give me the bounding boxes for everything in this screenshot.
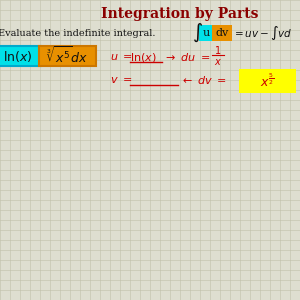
Text: u: u	[202, 28, 210, 38]
Text: $\rightarrow\ du\ =$: $\rightarrow\ du\ =$	[163, 51, 210, 63]
Text: $\leftarrow\ dv\ =$: $\leftarrow\ dv\ =$	[180, 74, 227, 86]
Text: $v\ =\ $: $v\ =\ $	[110, 75, 133, 85]
Text: $\sqrt[3]{x^5}dx$: $\sqrt[3]{x^5}dx$	[46, 45, 88, 67]
Text: Evaluate the indefinite integral.: Evaluate the indefinite integral.	[0, 28, 155, 38]
Text: $\ln(x)$: $\ln(x)$	[130, 50, 157, 64]
Text: Integration by Parts: Integration by Parts	[101, 7, 259, 21]
Text: dv: dv	[215, 28, 229, 38]
FancyBboxPatch shape	[39, 46, 96, 66]
Text: $= uv - \int vd$: $= uv - \int vd$	[232, 24, 292, 42]
FancyBboxPatch shape	[199, 25, 214, 41]
FancyBboxPatch shape	[212, 25, 232, 41]
Text: $\int$: $\int$	[192, 22, 203, 44]
Text: $1$: $1$	[214, 44, 222, 56]
FancyBboxPatch shape	[0, 46, 41, 66]
Text: $x^{\frac{5}{2}}$: $x^{\frac{5}{2}}$	[260, 72, 274, 90]
Text: $\ln(x)$: $\ln(x)$	[3, 49, 33, 64]
Text: $u\ =\ $: $u\ =\ $	[110, 52, 133, 62]
Text: $x$: $x$	[214, 57, 222, 67]
FancyBboxPatch shape	[239, 69, 296, 93]
